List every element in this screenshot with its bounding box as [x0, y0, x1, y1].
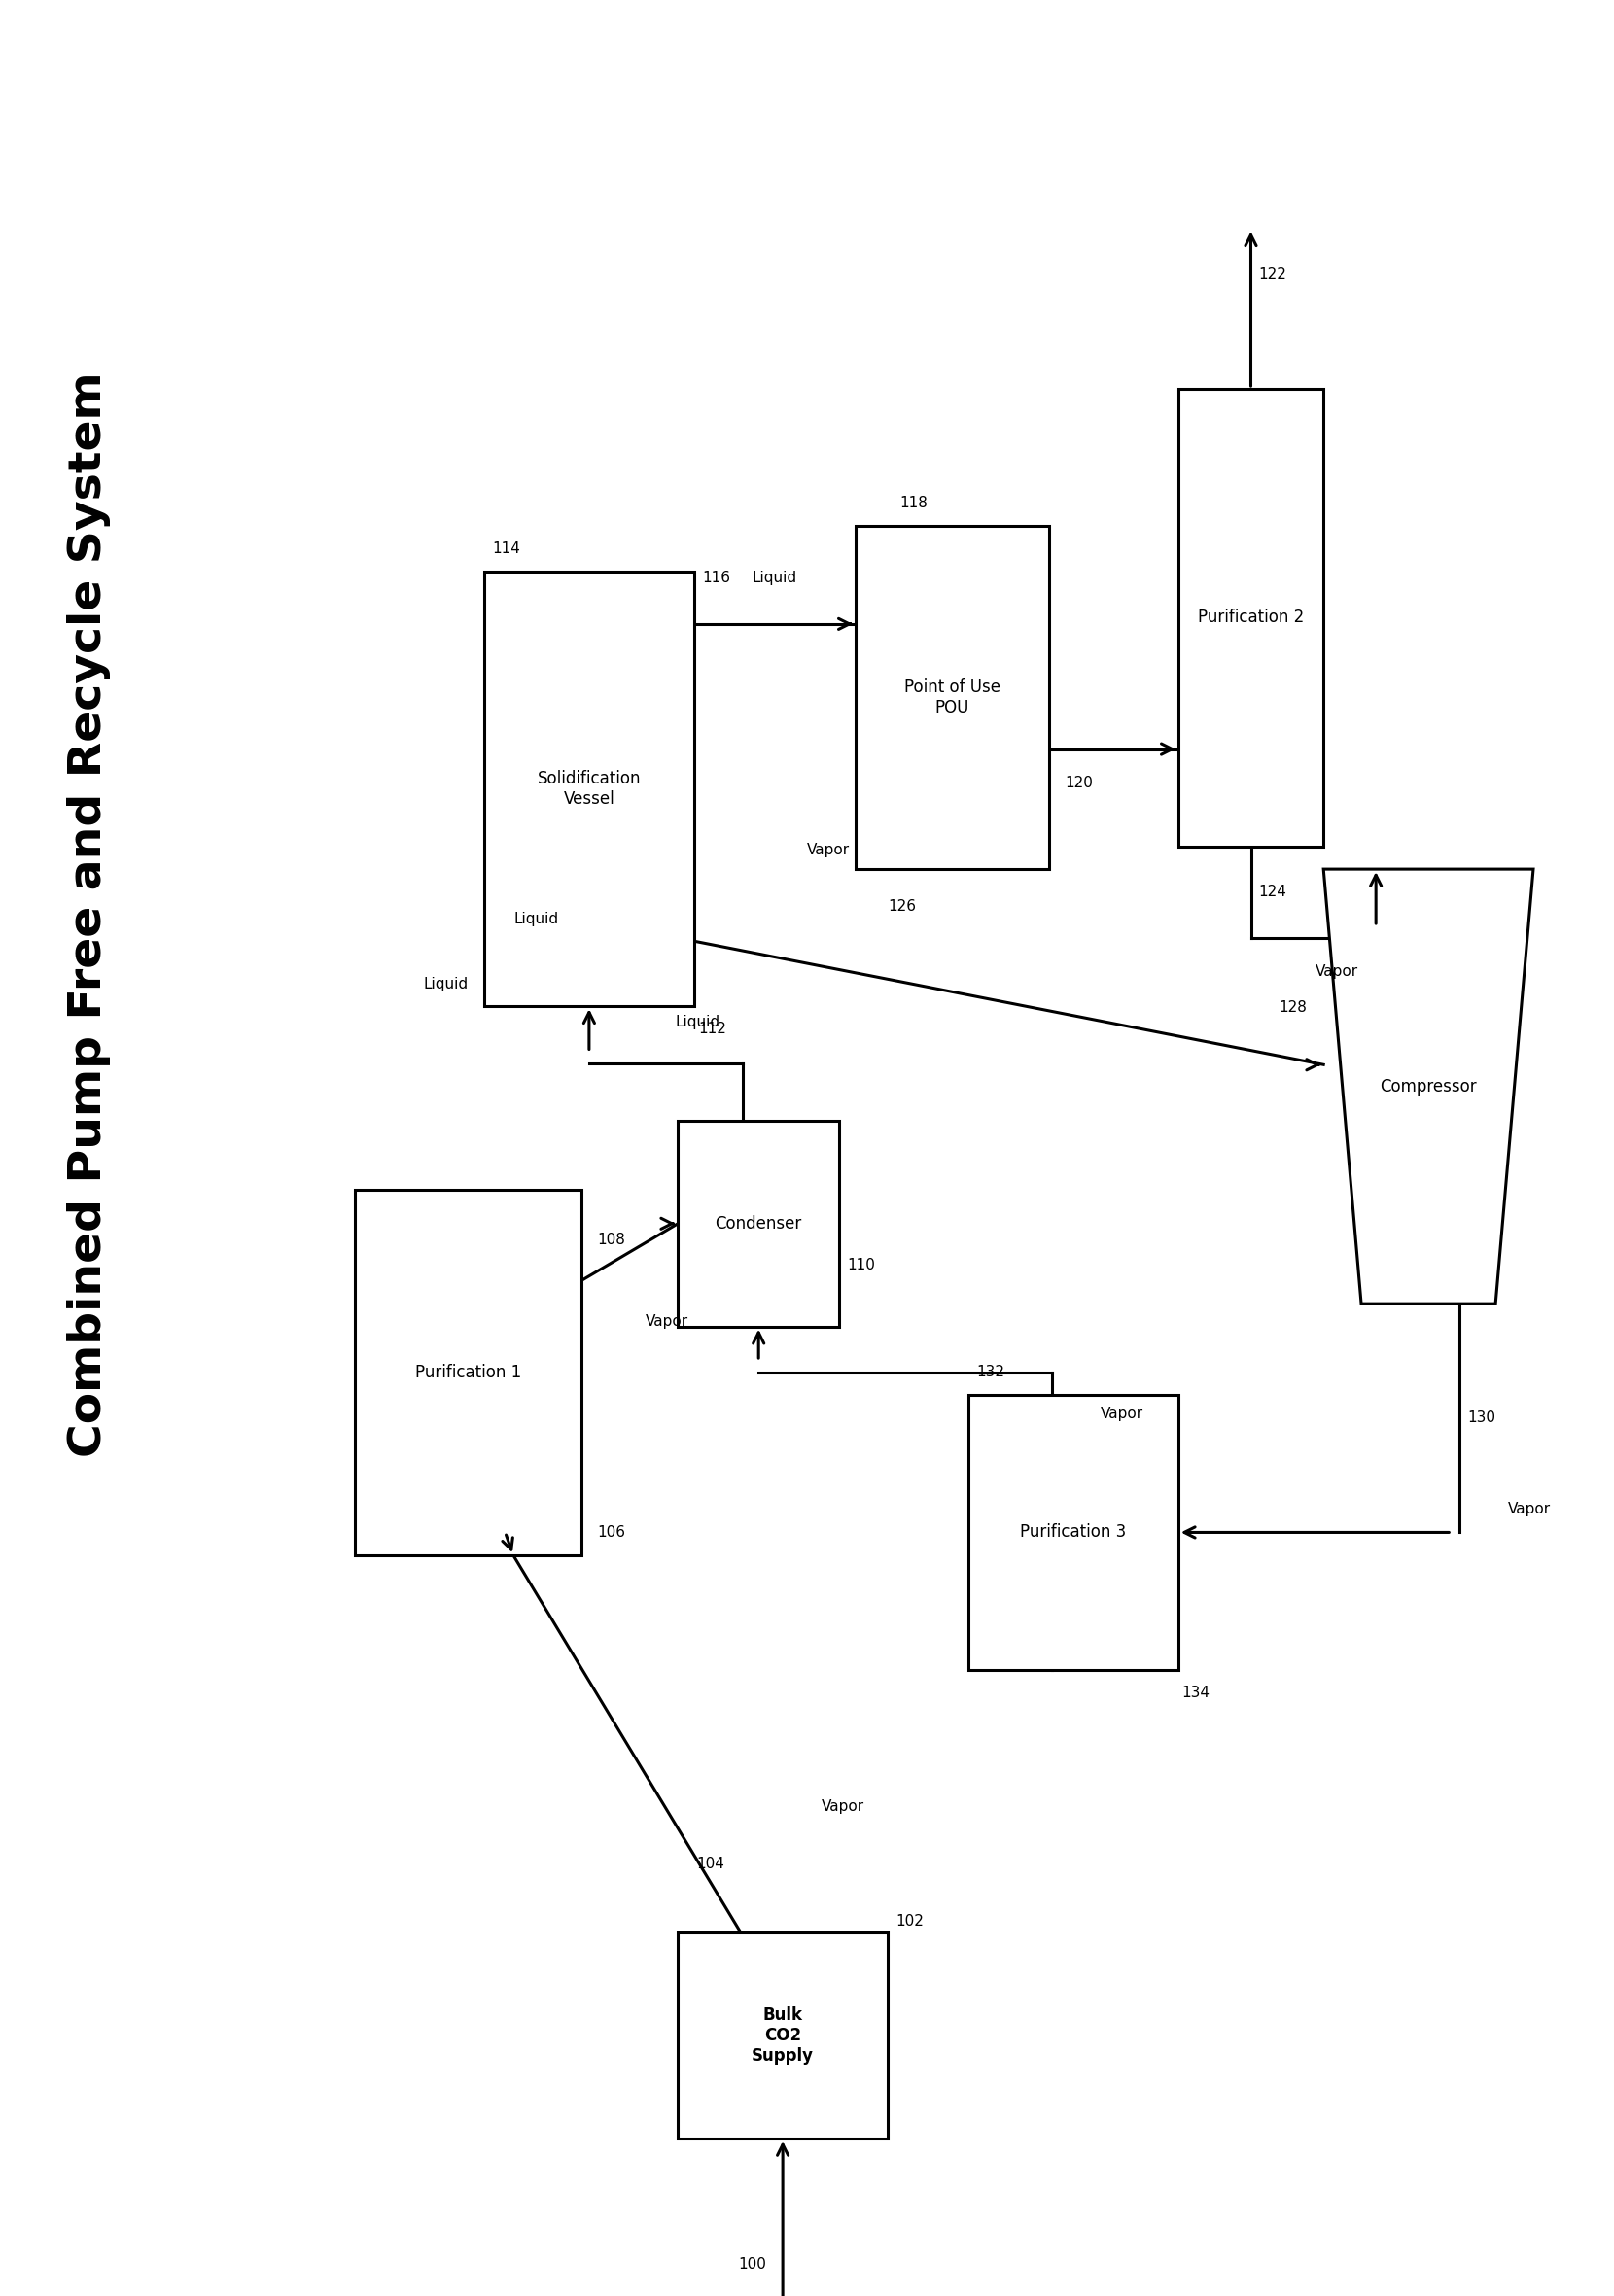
Text: 126: 126 [888, 900, 915, 914]
Text: Combined Pump Free and Recycle System: Combined Pump Free and Recycle System [66, 372, 111, 1458]
Text: 108: 108 [597, 1233, 625, 1247]
Text: Vapor: Vapor [1507, 1502, 1551, 1518]
Text: Vapor: Vapor [807, 843, 851, 856]
Text: Liquid: Liquid [515, 912, 558, 928]
Text: Vapor: Vapor [1315, 964, 1359, 980]
Text: 120: 120 [1065, 776, 1093, 790]
Text: Bulk
CO2
Supply: Bulk CO2 Supply [752, 2007, 813, 2064]
Text: Solidification
Vessel: Solidification Vessel [537, 769, 641, 808]
Text: 118: 118 [899, 496, 928, 510]
Text: 106: 106 [597, 1525, 625, 1541]
Text: Liquid: Liquid [676, 1015, 720, 1029]
Text: 110: 110 [847, 1258, 875, 1272]
Text: 128: 128 [1280, 1001, 1307, 1015]
Text: 100: 100 [739, 2257, 767, 2271]
Bar [355, 1189, 581, 1554]
Polygon shape [1323, 870, 1533, 1304]
Text: 122: 122 [1259, 266, 1286, 282]
Text: Vapor: Vapor [646, 1316, 689, 1329]
Bar [968, 1396, 1178, 1669]
Bar [1178, 388, 1323, 847]
Text: Purification 1: Purification 1 [415, 1364, 521, 1382]
Text: 102: 102 [896, 1915, 923, 1929]
Text: Purification 2: Purification 2 [1198, 608, 1304, 627]
Text: Point of Use
POU: Point of Use POU [904, 680, 1001, 716]
Text: 116: 116 [702, 572, 730, 585]
Bar [678, 1933, 888, 2138]
Text: Purification 3: Purification 3 [1020, 1525, 1127, 1541]
Bar [678, 1120, 839, 1327]
Text: 112: 112 [699, 1022, 726, 1035]
Text: 130: 130 [1469, 1410, 1496, 1426]
Text: Condenser: Condenser [715, 1215, 802, 1233]
Text: 132: 132 [976, 1366, 1004, 1380]
Text: Liquid: Liquid [423, 978, 468, 992]
Text: Liquid: Liquid [752, 572, 797, 585]
Text: Vapor: Vapor [822, 1800, 865, 1814]
Bar [855, 526, 1049, 870]
Text: Compressor: Compressor [1380, 1077, 1477, 1095]
Text: 124: 124 [1259, 884, 1286, 900]
Text: 114: 114 [492, 542, 520, 556]
Bar [484, 572, 694, 1006]
Text: 134: 134 [1181, 1685, 1209, 1699]
Text: Vapor: Vapor [1101, 1405, 1144, 1421]
Text: 104: 104 [697, 1857, 725, 1871]
